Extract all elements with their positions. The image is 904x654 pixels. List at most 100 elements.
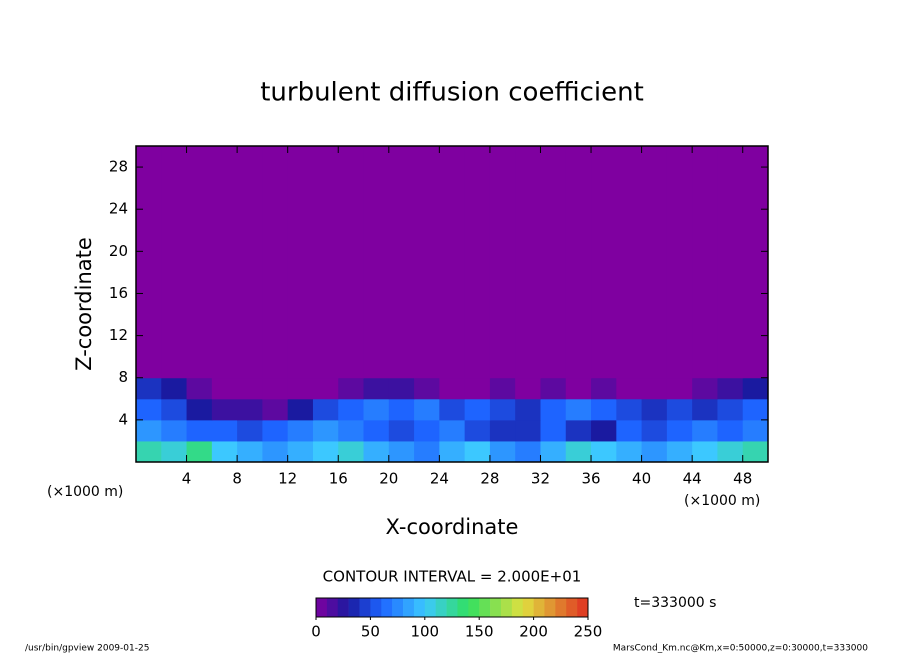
field-cell [161, 398, 188, 421]
colorbar-segment [555, 598, 567, 617]
field-cell [262, 419, 289, 442]
field-cell [692, 398, 718, 421]
field-cell [565, 377, 592, 400]
field-cell [211, 440, 238, 463]
y-tick-label: 8 [118, 368, 128, 386]
y-tick-label: 4 [118, 410, 128, 428]
colorbar-segment [511, 598, 524, 617]
colorbar-segment [326, 598, 339, 617]
field-cell [388, 377, 415, 400]
field-cell [540, 377, 567, 400]
y-axis-label: Z-coordinate [72, 237, 96, 371]
field-cell [742, 377, 769, 400]
x-tick-label: 12 [278, 470, 297, 488]
field-cell [262, 398, 289, 421]
field-cell [515, 398, 541, 421]
field-cell [439, 377, 466, 400]
colorbar-segment [424, 598, 436, 617]
x-tick-label: 36 [581, 470, 600, 488]
x-tick-label: 20 [379, 470, 398, 488]
colorbar-segment [381, 598, 393, 617]
colorbar-segment [446, 598, 458, 617]
field-cell [237, 377, 263, 400]
x-tick-label: 4 [182, 470, 192, 488]
colorbar-segment [403, 598, 415, 617]
colorbar-tick-label: 200 [519, 623, 548, 641]
field-cell [641, 398, 668, 421]
field-cell [414, 398, 440, 421]
field-cell [565, 146, 592, 379]
field-cell [666, 440, 693, 463]
field-cell [186, 398, 213, 421]
colorbar-segment [544, 598, 556, 617]
field-cell [161, 146, 188, 379]
x-tick-label: 24 [430, 470, 449, 488]
field-cell [641, 440, 668, 463]
field-cell [666, 398, 693, 421]
field-cell [136, 398, 162, 421]
field-cell [161, 419, 188, 442]
field-cell [540, 419, 567, 442]
field-cell [540, 440, 567, 463]
field-cell [565, 419, 592, 442]
field-cell [742, 419, 769, 442]
field-cell [591, 440, 617, 463]
field-cell [211, 398, 238, 421]
field-cell [363, 398, 390, 421]
field-cell [489, 419, 516, 442]
field-cell [312, 377, 339, 400]
colorbar-segment [522, 598, 534, 617]
field-cell [489, 377, 516, 400]
field-cell [489, 146, 516, 379]
field-cell [692, 419, 718, 442]
x-tick-label: 48 [733, 470, 752, 488]
field-cell [262, 377, 289, 400]
x-axis-label: X-coordinate [386, 515, 519, 539]
field-cell [136, 440, 162, 463]
colorbar-segment [337, 598, 349, 617]
colorbar-segment [348, 598, 360, 617]
x-tick-label: 8 [232, 470, 242, 488]
field-cell [287, 419, 314, 442]
time-label: t=333000 s [634, 595, 716, 611]
field-cell [287, 440, 314, 463]
colorbar-segment [533, 598, 545, 617]
field-cell [717, 398, 744, 421]
field-cell [414, 146, 440, 379]
colorbar-segment [490, 598, 502, 617]
y-tick-label: 28 [109, 158, 128, 176]
field-cell [439, 419, 466, 442]
y-tick-label: 16 [109, 284, 128, 302]
field-cell [717, 377, 744, 400]
field-cell [186, 440, 213, 463]
colorbar-frame [315, 597, 589, 618]
field-cell [287, 398, 314, 421]
x-tick-label: 44 [683, 470, 702, 488]
footer-left: /usr/bin/gpview 2009-01-25 [25, 644, 149, 654]
field-cell [591, 419, 617, 442]
field-cell [388, 146, 415, 379]
field-cell [439, 440, 466, 463]
colorbar-tick-label: 50 [361, 623, 380, 641]
field-cell [388, 440, 415, 463]
field-cell [312, 440, 339, 463]
colorbar-tick-label: 100 [410, 623, 439, 641]
field-cell [742, 398, 769, 421]
colorbar-tick-label: 150 [465, 623, 494, 641]
field-cell [616, 146, 643, 379]
x-unit: (×1000 m) [684, 493, 760, 509]
colorbar-segment [566, 598, 578, 617]
field-cell [414, 377, 440, 400]
field-cell [616, 440, 643, 463]
field-cell [363, 419, 390, 442]
colorbar-segment [500, 598, 513, 617]
x-tick-label: 28 [480, 470, 499, 488]
field-cell [540, 398, 567, 421]
field-cell [717, 440, 744, 463]
field-cell [742, 146, 769, 379]
field-cell [692, 146, 718, 379]
field-cell [211, 419, 238, 442]
field-cell [338, 377, 365, 400]
field-cell [666, 146, 693, 379]
field-cell [338, 419, 365, 442]
